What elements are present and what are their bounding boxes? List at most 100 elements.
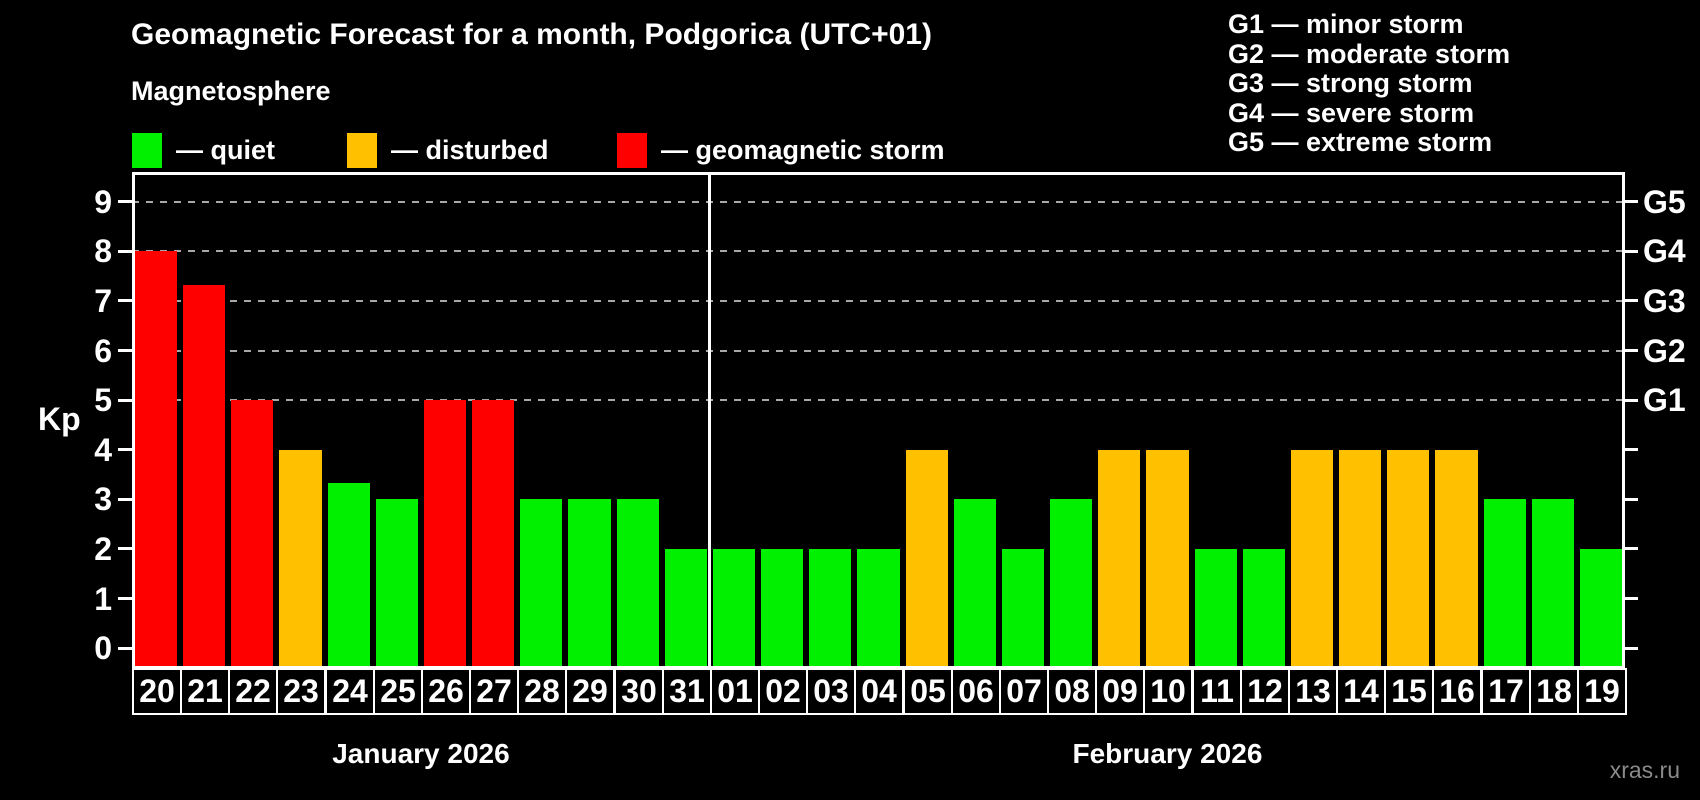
day-label-31: 31 bbox=[662, 668, 712, 715]
kp-bar-day-13 bbox=[1290, 449, 1334, 668]
kp-bar-day-01 bbox=[712, 548, 756, 668]
day-label-13: 13 bbox=[1288, 668, 1338, 715]
y-tick-left bbox=[118, 299, 132, 303]
day-label-20: 20 bbox=[132, 668, 182, 715]
y-tick-left bbox=[118, 200, 132, 204]
g-axis-label-G4: G4 bbox=[1643, 233, 1686, 270]
day-label-25: 25 bbox=[373, 668, 423, 715]
legend-label-quiet: — quiet bbox=[176, 134, 275, 165]
kp-bar-day-23 bbox=[279, 449, 322, 668]
y-tick-label: 0 bbox=[94, 630, 112, 667]
month-label-1: February 2026 bbox=[1072, 738, 1263, 769]
y-tick-left bbox=[118, 398, 132, 402]
kp-bar-day-08 bbox=[1050, 499, 1093, 668]
day-label-12: 12 bbox=[1240, 668, 1290, 715]
y-tick-right bbox=[1625, 349, 1638, 353]
kp-bar-day-24 bbox=[327, 482, 370, 668]
kp-bar-day-29 bbox=[568, 499, 611, 668]
day-label-08: 08 bbox=[1047, 668, 1097, 715]
day-label-10: 10 bbox=[1143, 668, 1193, 715]
y-tick-left bbox=[118, 249, 132, 253]
y-tick-right bbox=[1625, 547, 1638, 551]
g-axis-label-G5: G5 bbox=[1643, 183, 1686, 220]
y-tick-left bbox=[118, 646, 132, 650]
y-tick-right bbox=[1625, 646, 1638, 650]
y-tick-label: 1 bbox=[94, 580, 112, 617]
y-tick-left bbox=[118, 448, 132, 452]
g-axis-label-G1: G1 bbox=[1643, 382, 1686, 419]
kp-bar-day-03 bbox=[809, 548, 852, 668]
y-tick-label: 2 bbox=[94, 530, 112, 567]
kp-bar-day-25 bbox=[375, 499, 418, 668]
day-label-06: 06 bbox=[951, 668, 1001, 715]
g-scale-legend: G1 — minor storm G2 — moderate storm G3 — … bbox=[1228, 9, 1511, 158]
kp-bar-day-05 bbox=[905, 449, 948, 668]
y-tick-label: 3 bbox=[94, 481, 112, 518]
legend-label-storm: — geomagnetic storm bbox=[661, 134, 945, 165]
y-tick-left bbox=[118, 597, 132, 601]
day-label-16: 16 bbox=[1432, 668, 1482, 715]
kp-bar-day-06 bbox=[953, 499, 996, 668]
y-tick-right bbox=[1625, 597, 1638, 601]
legend-swatch-storm bbox=[617, 132, 647, 168]
g-axis-label-G2: G2 bbox=[1643, 332, 1686, 369]
y-tick-right bbox=[1625, 200, 1638, 204]
day-label-04: 04 bbox=[854, 668, 904, 715]
g-legend-line: G5 — extreme storm bbox=[1228, 127, 1493, 158]
day-label-19: 19 bbox=[1577, 668, 1627, 715]
day-label-27: 27 bbox=[469, 668, 519, 715]
gridline-kp-7 bbox=[132, 299, 1625, 302]
kp-bar-day-27 bbox=[472, 400, 515, 668]
day-label-28: 28 bbox=[517, 668, 567, 715]
legend-label-disturbed: — disturbed bbox=[391, 134, 549, 165]
y-tick-right bbox=[1625, 448, 1638, 452]
kp-bar-day-28 bbox=[520, 499, 563, 668]
g-legend-line: G4 — severe storm bbox=[1228, 97, 1475, 128]
legend-swatch-disturbed bbox=[347, 132, 377, 168]
day-label-17: 17 bbox=[1481, 668, 1531, 715]
day-label-03: 03 bbox=[806, 668, 856, 715]
day-label-23: 23 bbox=[276, 668, 326, 715]
kp-bar-day-12 bbox=[1242, 548, 1285, 668]
g-legend-line: G2 — moderate storm bbox=[1228, 38, 1511, 69]
legend-swatch-quiet bbox=[132, 132, 162, 168]
y-tick-left bbox=[118, 497, 132, 501]
y-tick-label: 7 bbox=[94, 282, 112, 319]
gridline-kp-8 bbox=[132, 250, 1625, 253]
y-tick-left bbox=[118, 349, 132, 353]
day-label-09: 09 bbox=[1095, 668, 1145, 715]
gridline-kp-5 bbox=[132, 399, 1625, 402]
legend-item-storm: — geomagnetic storm bbox=[617, 132, 945, 168]
chart-title: Geomagnetic Forecast for a month, Podgor… bbox=[131, 18, 932, 51]
month-separator bbox=[708, 172, 712, 668]
y-tick-label: 4 bbox=[94, 431, 112, 468]
gridline-kp-9 bbox=[132, 200, 1625, 203]
y-tick-right bbox=[1625, 299, 1638, 303]
kp-bar-day-18 bbox=[1531, 499, 1574, 668]
day-label-18: 18 bbox=[1529, 668, 1579, 715]
day-label-29: 29 bbox=[565, 668, 615, 715]
y-tick-right bbox=[1625, 497, 1638, 501]
kp-bar-day-17 bbox=[1483, 499, 1526, 668]
watermark: xras.ru bbox=[1609, 757, 1680, 783]
kp-bar-day-21 bbox=[183, 284, 226, 668]
legend-item-quiet: — quiet bbox=[132, 132, 275, 168]
kp-bar-day-11 bbox=[1194, 548, 1237, 668]
kp-bar-day-26 bbox=[423, 400, 467, 668]
month-label-0: January 2026 bbox=[332, 738, 510, 769]
kp-bar-day-31 bbox=[664, 548, 707, 668]
kp-bar-day-19 bbox=[1579, 548, 1622, 668]
y-axis-label: Kp bbox=[38, 401, 81, 437]
day-label-01: 01 bbox=[710, 668, 760, 715]
day-label-24: 24 bbox=[325, 668, 375, 715]
gridline-kp-6 bbox=[132, 349, 1625, 352]
g-legend-line: G3 — strong storm bbox=[1228, 68, 1473, 99]
kp-bar-day-15 bbox=[1387, 449, 1430, 668]
kp-bar-day-02 bbox=[761, 548, 804, 668]
day-label-21: 21 bbox=[180, 668, 230, 715]
kp-bar-day-16 bbox=[1435, 449, 1478, 668]
day-label-26: 26 bbox=[421, 668, 471, 715]
day-label-11: 11 bbox=[1192, 668, 1242, 715]
kp-bar-day-04 bbox=[857, 548, 900, 668]
